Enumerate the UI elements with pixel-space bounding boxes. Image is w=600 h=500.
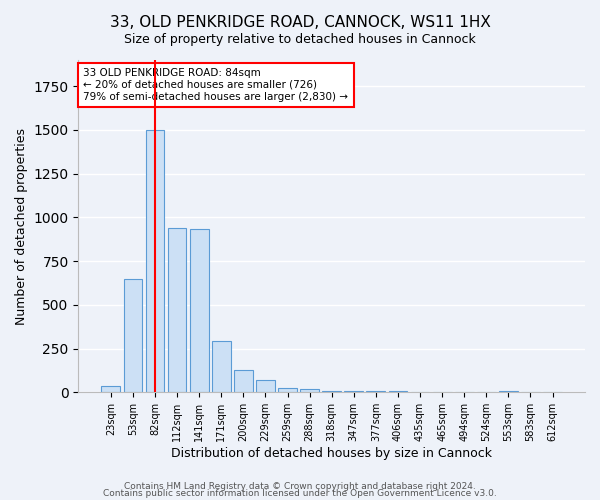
Text: Contains public sector information licensed under the Open Government Licence v3: Contains public sector information licen… bbox=[103, 490, 497, 498]
Bar bbox=[167, 228, 187, 392]
Bar bbox=[101, 386, 120, 392]
Bar bbox=[190, 229, 209, 392]
Bar bbox=[234, 370, 253, 392]
Bar bbox=[300, 389, 319, 392]
Bar bbox=[256, 380, 275, 392]
Text: Contains HM Land Registry data © Crown copyright and database right 2024.: Contains HM Land Registry data © Crown c… bbox=[124, 482, 476, 491]
Bar bbox=[278, 388, 297, 392]
Y-axis label: Number of detached properties: Number of detached properties bbox=[15, 128, 28, 324]
Text: 33 OLD PENKRIDGE ROAD: 84sqm
← 20% of detached houses are smaller (726)
79% of s: 33 OLD PENKRIDGE ROAD: 84sqm ← 20% of de… bbox=[83, 68, 349, 102]
Bar bbox=[212, 340, 230, 392]
X-axis label: Distribution of detached houses by size in Cannock: Distribution of detached houses by size … bbox=[171, 447, 492, 460]
Text: Size of property relative to detached houses in Cannock: Size of property relative to detached ho… bbox=[124, 32, 476, 46]
Bar bbox=[124, 278, 142, 392]
Text: 33, OLD PENKRIDGE ROAD, CANNOCK, WS11 1HX: 33, OLD PENKRIDGE ROAD, CANNOCK, WS11 1H… bbox=[110, 15, 490, 30]
Bar bbox=[146, 130, 164, 392]
